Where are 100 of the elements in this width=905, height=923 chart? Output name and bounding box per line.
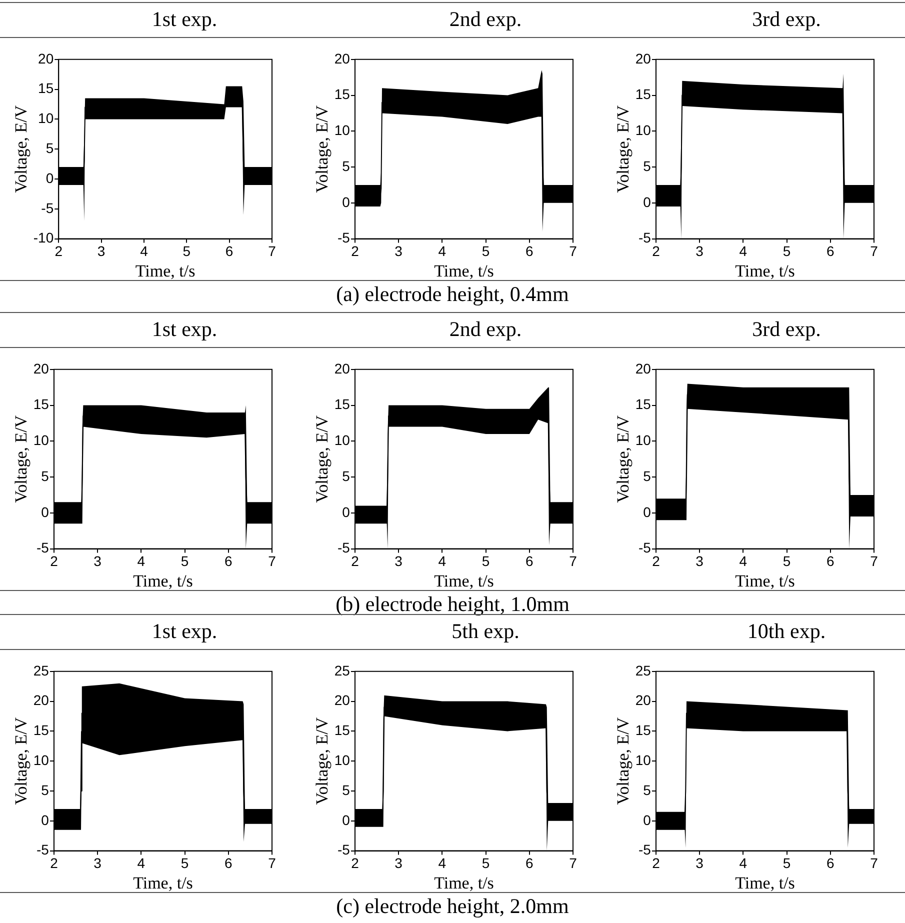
y-tick-label: 15 (334, 722, 350, 738)
x-tick-label: 2 (50, 855, 58, 872)
x-tick-label: 6 (525, 553, 534, 570)
y-tick-label: 25 (33, 662, 50, 678)
x-tick-label: 2 (652, 243, 660, 260)
x-tick-label: 5 (482, 553, 490, 570)
x-tick-label: 7 (569, 553, 578, 570)
x-tick-label: 2 (351, 553, 360, 570)
y-tick-label: 20 (635, 692, 652, 708)
x-tick-label: 7 (569, 855, 578, 872)
y-tick-label: 10 (635, 432, 652, 448)
y-tick-label: 5 (342, 468, 350, 484)
x-axis-title: Time, t/s (735, 873, 795, 892)
y-tick-label: 5 (342, 158, 350, 174)
y-axis-title: Voltage, E/V (12, 716, 31, 805)
x-tick-label: 3 (394, 243, 403, 260)
x-tick-label: 3 (97, 243, 106, 260)
y-axis-title: Voltage, E/V (12, 414, 31, 503)
y-tick-label: 20 (635, 360, 652, 376)
y-tick-label: 0 (41, 812, 50, 828)
y-tick-label: -5 (338, 842, 350, 858)
x-tick-label: 7 (870, 243, 878, 260)
y-tick-label: 5 (342, 782, 350, 798)
y-tick-label: 15 (334, 86, 350, 102)
x-tick-label: 6 (225, 243, 234, 260)
x-tick-label: 5 (180, 553, 189, 570)
y-axis-title: Voltage, E/V (312, 104, 332, 193)
x-tick-label: 4 (739, 855, 748, 872)
y-tick-label: 5 (643, 158, 652, 174)
x-tick-label: 7 (870, 553, 878, 570)
y-tick-label: 10 (635, 122, 652, 138)
x-tick-label: 4 (438, 243, 446, 260)
x-tick-label: 3 (394, 553, 403, 570)
chart-title: 1st exp. (150, 316, 218, 343)
y-tick-label: -10 (33, 230, 54, 246)
x-tick-label: 6 (525, 855, 534, 872)
y-axis-title: Voltage, E/V (614, 716, 633, 805)
x-tick-label: 6 (826, 855, 834, 872)
x-axis-title: Time, t/s (434, 873, 494, 892)
x-tick-label: 6 (826, 553, 834, 570)
y-tick-label: 15 (635, 396, 652, 412)
y-tick-label: 0 (643, 504, 652, 520)
x-tick-label: 2 (50, 553, 58, 570)
y-axis-title: Voltage, E/V (312, 716, 332, 805)
x-tick-label: 4 (137, 553, 146, 570)
y-tick-label: 20 (33, 360, 50, 376)
x-tick-label: 2 (652, 553, 660, 570)
x-tick-label: 3 (394, 855, 403, 872)
x-tick-label: 3 (696, 553, 704, 570)
text: (b) electrode height, 1.0mm (334, 592, 570, 616)
x-axis-title: Time, t/s (133, 873, 193, 892)
y-tick-label: -5 (638, 842, 652, 858)
x-tick-label: 5 (180, 855, 189, 872)
y-tick-label: 15 (38, 80, 54, 96)
y-tick-label: -5 (36, 540, 50, 556)
x-tick-label: 4 (140, 243, 148, 260)
y-tick-label: 0 (342, 504, 350, 520)
x-tick-label: 7 (268, 855, 276, 872)
y-tick-label: 5 (643, 468, 652, 484)
y-tick-label: 10 (635, 752, 652, 768)
y-tick-label: 10 (33, 752, 50, 768)
x-axis-title: Time, t/s (735, 571, 795, 590)
x-axis-title: Time, t/s (135, 261, 196, 280)
y-tick-label: 20 (38, 50, 54, 66)
chart-title: 2nd exp. (448, 6, 523, 33)
y-tick-label: 0 (643, 812, 652, 828)
x-tick-label: 6 (224, 553, 232, 570)
y-tick-label: 10 (38, 110, 54, 126)
y-tick-label: 5 (41, 782, 50, 798)
y-tick-label: -5 (638, 540, 652, 556)
chart-title: 3rd exp. (751, 316, 822, 343)
y-tick-label: 15 (635, 86, 652, 102)
x-tick-label: 7 (569, 243, 578, 260)
x-tick-label: 2 (54, 243, 63, 260)
chart-title: 1st exp. (150, 6, 218, 33)
x-axis-title: Time, t/s (133, 571, 193, 590)
x-tick-label: 4 (739, 243, 748, 260)
chart-title: 3rd exp. (751, 6, 822, 33)
x-tick-label: 5 (782, 553, 791, 570)
x-tick-label: 3 (696, 243, 704, 260)
y-tick-label: -5 (338, 230, 350, 246)
chart-title: 5th exp. (450, 618, 520, 645)
y-tick-label: 20 (33, 692, 50, 708)
y-tick-label: 0 (46, 170, 54, 186)
x-tick-label: 5 (482, 855, 490, 872)
y-tick-label: 5 (46, 140, 54, 156)
chart-title: 2nd exp. (448, 316, 523, 343)
text: (a) electrode height, 0.4mm (335, 282, 570, 306)
y-tick-label: -5 (638, 230, 652, 246)
x-tick-label: 7 (268, 243, 276, 260)
x-tick-label: 5 (782, 243, 791, 260)
x-axis-title: Time, t/s (434, 261, 494, 280)
y-tick-label: 20 (334, 692, 350, 708)
x-tick-label: 7 (870, 855, 878, 872)
y-tick-label: 0 (342, 194, 350, 210)
y-tick-label: 20 (334, 360, 350, 376)
x-tick-label: 6 (525, 243, 534, 260)
y-tick-label: 15 (33, 722, 50, 738)
y-axis-title: Voltage, E/V (312, 414, 332, 503)
y-tick-label: 20 (334, 50, 350, 66)
